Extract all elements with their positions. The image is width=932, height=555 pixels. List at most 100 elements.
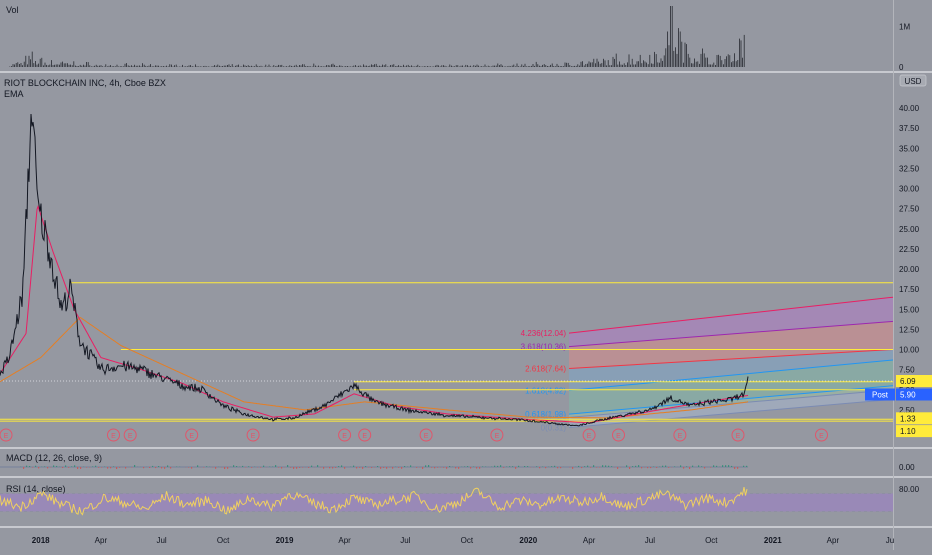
- volume-bar: [269, 65, 270, 67]
- macd-histogram-bar: [38, 467, 39, 468]
- volume-bar: [549, 66, 550, 67]
- volume-bar: [504, 67, 505, 68]
- macd-histogram-bar: [422, 467, 423, 469]
- volume-bar: [640, 55, 641, 67]
- macd-histogram-bar: [449, 466, 450, 467]
- volume-bar: [729, 55, 730, 67]
- macd-histogram-bar: [191, 467, 192, 469]
- volume-bar: [691, 63, 692, 67]
- volume-bar: [19, 64, 20, 67]
- volume-bar: [545, 65, 546, 67]
- macd-histogram-bar: [65, 465, 66, 467]
- macd-histogram-bar: [293, 467, 294, 469]
- volume-bar: [281, 65, 282, 67]
- volume-bar: [731, 62, 732, 67]
- macd-histogram-bar: [98, 467, 99, 468]
- volume-bar: [662, 61, 663, 67]
- volume-bar: [75, 66, 76, 67]
- volume-bar: [206, 66, 207, 67]
- macd-histogram-bar: [668, 467, 669, 468]
- volume-bar: [238, 65, 239, 67]
- volume-bar: [291, 66, 292, 67]
- macd-histogram-bar: [110, 467, 111, 468]
- volume-bar: [208, 66, 209, 67]
- volume-bar: [384, 65, 385, 67]
- macd-histogram-bar: [464, 466, 465, 467]
- volume-bar: [584, 66, 585, 68]
- volume-bar: [627, 62, 628, 67]
- macd-histogram-bar: [524, 466, 525, 467]
- volume-bar: [192, 66, 193, 67]
- volume-bar: [419, 66, 420, 67]
- post-label: Post: [872, 391, 889, 400]
- volume-bar: [136, 66, 137, 67]
- volume-bar: [526, 66, 527, 67]
- volume-bar: [301, 65, 302, 67]
- macd-histogram-bar: [581, 467, 582, 468]
- macd-histogram-bar: [311, 466, 312, 467]
- volume-bar: [139, 66, 140, 68]
- macd-histogram-bar: [734, 467, 735, 469]
- fib-level-label: 1.618(4.92): [525, 386, 566, 395]
- volume-bar: [597, 59, 598, 67]
- volume-bar: [715, 65, 716, 67]
- macd-histogram-bar: [308, 467, 309, 468]
- volume-bar: [149, 66, 150, 67]
- currency-badge[interactable]: USD: [900, 75, 926, 86]
- volume-bar: [109, 66, 110, 67]
- volume-bar: [24, 62, 25, 67]
- volume-bar: [461, 66, 462, 67]
- earnings-marker-label: E: [189, 433, 194, 440]
- volume-bar: [560, 66, 561, 67]
- volume-bar: [78, 66, 79, 67]
- volume-bar: [198, 67, 199, 68]
- macd-histogram-bar: [551, 466, 552, 467]
- price-tick-label: 27.50: [899, 205, 920, 214]
- volume-bar: [649, 55, 650, 67]
- volume-bar: [224, 66, 225, 67]
- volume-bar: [16, 63, 17, 67]
- volume-bar: [689, 58, 690, 67]
- volume-bar: [267, 67, 268, 68]
- volume-bar: [739, 39, 740, 67]
- volume-bar: [733, 61, 734, 67]
- earnings-marker-label: E: [678, 433, 683, 440]
- volume-bar: [313, 64, 314, 67]
- macd-histogram-bar: [371, 467, 372, 468]
- volume-bar: [726, 56, 727, 67]
- volume-bar: [533, 64, 534, 67]
- price-tick-label: 12.50: [899, 325, 920, 334]
- volume-bar: [331, 64, 332, 67]
- volume-bar: [718, 55, 719, 67]
- volume-bar: [315, 66, 316, 67]
- volume-bar: [333, 64, 334, 67]
- volume-bar: [126, 63, 127, 67]
- volume-bar: [456, 65, 457, 67]
- volume-bars: [9, 6, 744, 67]
- macd-histogram-bar: [653, 467, 654, 468]
- volume-bar: [478, 66, 479, 67]
- macd-histogram-bar: [362, 467, 363, 469]
- volume-bar: [523, 66, 524, 67]
- price-tick-label: 25.00: [899, 225, 920, 234]
- macd-histogram-bar: [674, 466, 675, 467]
- volume-bar: [405, 66, 406, 67]
- time-axis-label: 2018: [32, 536, 50, 545]
- macd-histogram-bar: [485, 467, 486, 468]
- volume-bar: [443, 65, 444, 67]
- volume-bar: [166, 66, 167, 67]
- macd-histogram-bar: [53, 465, 54, 467]
- volume-bar: [635, 64, 636, 67]
- volume-bar: [312, 67, 313, 68]
- volume-bar: [651, 63, 652, 67]
- volume-bar: [486, 67, 487, 68]
- volume-bar: [617, 65, 618, 67]
- macd-histogram-bar: [368, 467, 369, 468]
- volume-bar: [355, 65, 356, 67]
- volume-bar: [385, 64, 386, 67]
- volume-bar: [696, 62, 697, 67]
- volume-bar: [624, 63, 625, 67]
- volume-bar: [294, 66, 295, 67]
